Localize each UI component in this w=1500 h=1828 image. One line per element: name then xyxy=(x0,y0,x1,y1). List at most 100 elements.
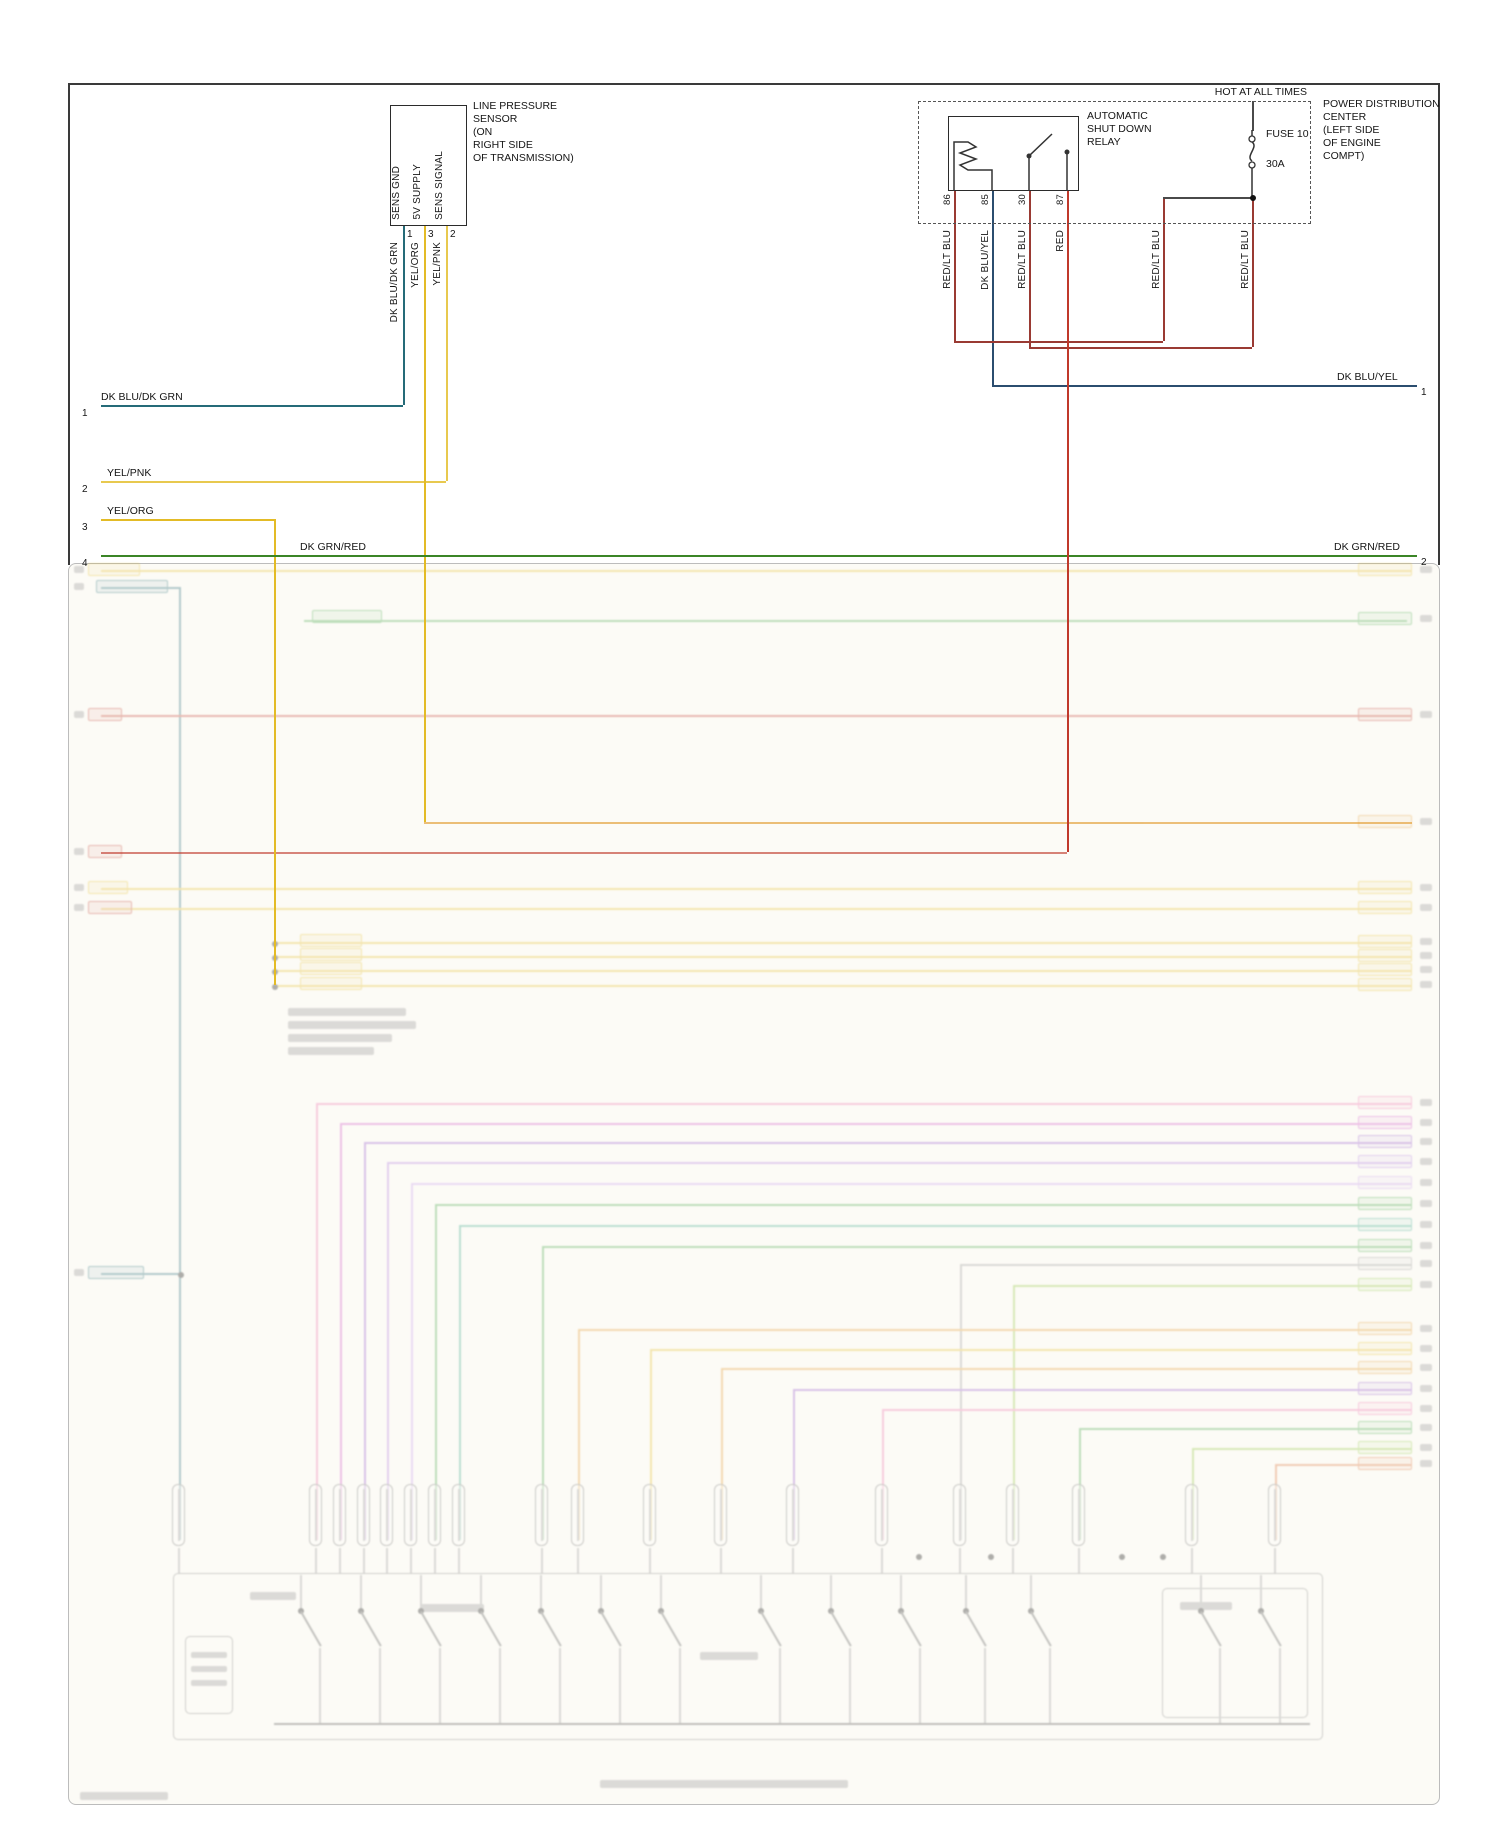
faded-wire-segment xyxy=(101,587,179,589)
wire-stub xyxy=(720,1548,722,1573)
connector-wire xyxy=(792,1489,794,1541)
faded-wire-color-label xyxy=(1358,1382,1412,1395)
switch-lead xyxy=(1030,1575,1032,1608)
faded-wire-segment xyxy=(411,1183,413,1540)
switch-pivot xyxy=(963,1608,969,1614)
relay-wire-color-label: RED xyxy=(1055,230,1066,252)
pin-number-tick xyxy=(74,711,84,718)
relay-pin-number-85: 85 xyxy=(980,194,991,205)
left-wire-label-2: YEL/PNK xyxy=(107,467,152,479)
connector-wire xyxy=(1191,1489,1193,1541)
sensor-pin-number: 1 xyxy=(407,229,413,240)
hot-at-all-times-label: HOT AT ALL TIMES xyxy=(1214,86,1307,98)
pin-number-tick xyxy=(1420,1281,1432,1288)
switch-lead xyxy=(1200,1575,1202,1608)
switch-pivot xyxy=(598,1608,604,1614)
faded-component-box xyxy=(185,1636,233,1714)
switch-lead xyxy=(760,1575,762,1608)
pin-number-tick xyxy=(1420,1242,1432,1249)
wire-segment xyxy=(101,405,403,407)
faded-wire-color-label xyxy=(1358,1342,1412,1355)
wire-stub xyxy=(792,1548,794,1573)
switch-lead xyxy=(600,1575,602,1608)
pin-number-tick xyxy=(1420,1345,1432,1352)
junction-dot xyxy=(1119,1554,1125,1560)
faded-text-placeholder xyxy=(288,1047,374,1055)
faded-wire-segment xyxy=(274,985,1412,987)
faded-text-placeholder xyxy=(250,1592,296,1600)
faded-wire-segment xyxy=(101,570,1412,572)
switch-lead xyxy=(660,1575,662,1608)
faded-wire-segment xyxy=(101,852,1067,854)
faded-wire-segment xyxy=(793,1389,1412,1391)
faded-wire-color-label xyxy=(312,610,382,623)
faded-wire-color-label xyxy=(88,1266,144,1279)
pin-number-tick xyxy=(1420,1424,1432,1431)
wire-segment xyxy=(1163,197,1252,199)
faded-wire-color-label xyxy=(1358,815,1412,828)
connector-wire xyxy=(881,1489,883,1541)
inline-connector-symbol xyxy=(875,1484,888,1546)
asd-relay-label: AUTOMATIC SHUT DOWN RELAY xyxy=(1087,110,1152,148)
switch-lead xyxy=(830,1575,832,1608)
switch-lead xyxy=(379,1648,381,1723)
wire-stub xyxy=(458,1548,460,1573)
inline-connector-symbol xyxy=(1268,1484,1281,1546)
pdc-dashed-box xyxy=(918,101,1311,224)
inline-connector-symbol xyxy=(333,1484,346,1546)
wire-stub xyxy=(363,1548,365,1573)
inline-connector-symbol xyxy=(535,1484,548,1546)
faded-text-placeholder xyxy=(288,1021,416,1029)
connector-wire xyxy=(959,1489,961,1541)
inline-connector-symbol xyxy=(428,1484,441,1546)
left-pin-number-3: 3 xyxy=(82,522,88,533)
faded-wire-segment xyxy=(387,1162,1412,1164)
pin-number-tick xyxy=(1420,1325,1432,1332)
wire-segment xyxy=(101,481,446,483)
faded-wire-color-label xyxy=(1358,1096,1412,1109)
right-pin-number-1: 1 xyxy=(1421,387,1427,398)
inline-connector-symbol xyxy=(357,1484,370,1546)
pin-number-tick xyxy=(1420,711,1432,718)
pin-number-tick xyxy=(74,884,84,891)
faded-text-placeholder xyxy=(1180,1602,1232,1610)
feed-wire-color-label: RED/LT BLU xyxy=(1240,230,1251,289)
faded-wire-color-label xyxy=(300,948,362,961)
switch-lead xyxy=(965,1575,967,1608)
switch-lead xyxy=(1260,1575,1262,1608)
wire-segment xyxy=(1252,197,1254,347)
left-pin-number-4: 4 xyxy=(82,558,88,569)
wire-stub xyxy=(1191,1548,1193,1573)
left-wire-label-3: YEL/ORG xyxy=(107,505,154,517)
right-wire-label-1: DK BLU/YEL xyxy=(1337,371,1398,383)
faded-wire-color-label xyxy=(1358,935,1412,948)
wire-stub xyxy=(315,1548,317,1573)
wire-stub xyxy=(649,1548,651,1573)
pin-number-tick xyxy=(1420,904,1432,911)
switch-pivot xyxy=(478,1608,484,1614)
faded-text-placeholder xyxy=(700,1652,758,1660)
wire-segment xyxy=(101,519,274,521)
pin-number-tick xyxy=(1420,1158,1432,1165)
pin-number-tick xyxy=(1420,1119,1432,1126)
switch-lead xyxy=(439,1648,441,1723)
faded-wire-color-label xyxy=(300,934,362,947)
switch-lead xyxy=(360,1575,362,1608)
faded-wire-color-label xyxy=(88,708,122,721)
fuse-name-label: FUSE 10 xyxy=(1266,128,1309,140)
relay-wire-color-label: RED/LT BLU xyxy=(942,230,953,289)
inline-connector-symbol xyxy=(714,1484,727,1546)
connector-wire xyxy=(363,1489,365,1541)
connector-wire xyxy=(1012,1489,1014,1541)
pin-number-tick xyxy=(1420,1364,1432,1371)
faded-wire-segment xyxy=(721,1368,1412,1370)
pin-number-tick xyxy=(1420,1099,1432,1106)
faded-wire-color-label xyxy=(1358,563,1412,576)
right-border xyxy=(1438,83,1440,565)
switch-pivot xyxy=(658,1608,664,1614)
relay-wire-color-label: DK BLU/YEL xyxy=(980,230,991,290)
faded-wire-segment xyxy=(179,587,181,1540)
switch-pivot xyxy=(898,1608,904,1614)
sensor-pin-name-gnd: SENS GND xyxy=(391,166,402,220)
wire-stub xyxy=(577,1548,579,1573)
